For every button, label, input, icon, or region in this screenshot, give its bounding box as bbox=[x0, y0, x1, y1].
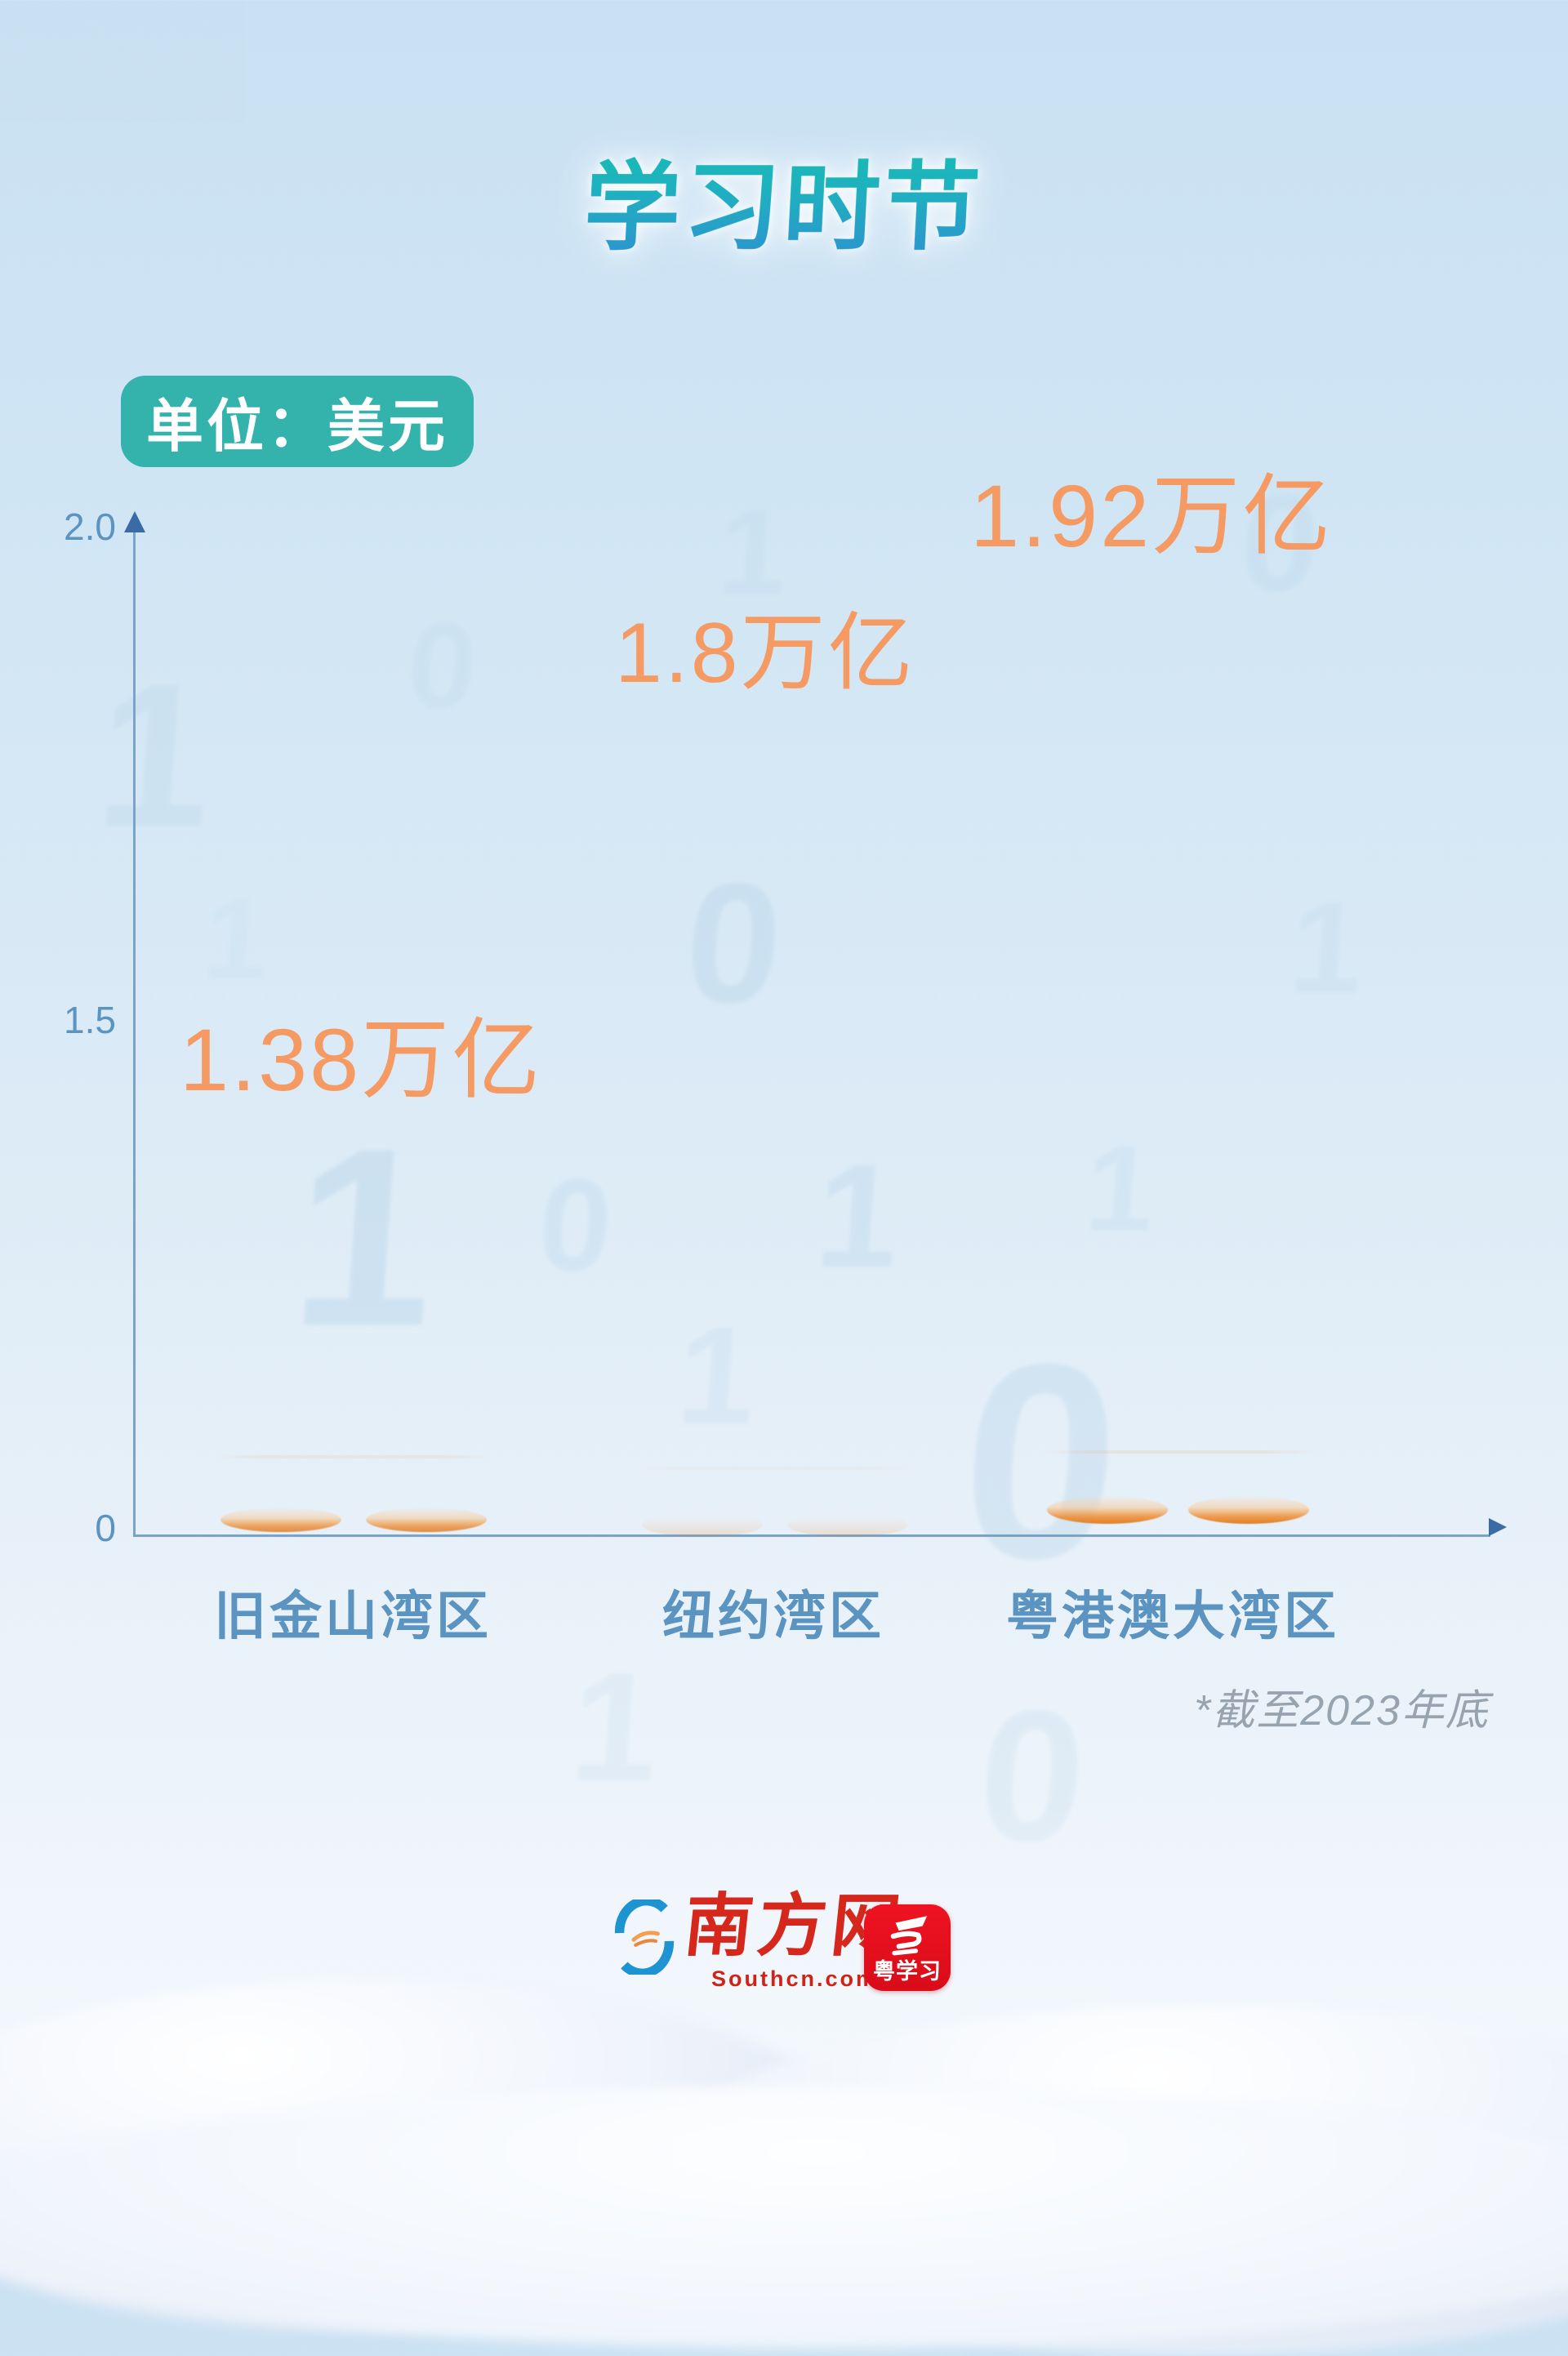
x-axis-arrow-icon bbox=[1489, 1518, 1507, 1536]
bay-area-gdp-chart: 2.0 1.5 0 1.38万亿 1.8万亿 1.92万亿 旧金山湾区 纽约湾区… bbox=[64, 466, 1507, 1646]
southcn-domain: Southcn.com bbox=[711, 1966, 879, 1991]
category-label-sf: 旧金山湾区 bbox=[214, 1587, 492, 1646]
y-axis-line bbox=[133, 529, 136, 1536]
bar-base bbox=[220, 1508, 341, 1532]
yuexuexi-glyph-icon bbox=[890, 1916, 928, 1956]
bar-top-edge bbox=[639, 1467, 911, 1470]
value-label-ny: 1.8万亿 bbox=[615, 606, 915, 701]
unit-badge: 单位：美元 bbox=[121, 376, 474, 467]
footer: 南方网 Southcn.com 粤学习 bbox=[0, 1878, 1568, 2009]
y-axis-arrow-icon bbox=[124, 511, 145, 532]
footnote: *截至2023年底 bbox=[1194, 1687, 1490, 1735]
yuexuexi-app-icon: 粤学习 bbox=[864, 1904, 951, 1991]
bar-base bbox=[642, 1512, 763, 1537]
value-label-sf: 1.38万亿 bbox=[180, 1010, 543, 1109]
bar-base bbox=[1047, 1496, 1168, 1524]
bar-base bbox=[366, 1508, 487, 1532]
value-label-gba: 1.92万亿 bbox=[970, 466, 1334, 565]
southcn-swirl-icon bbox=[614, 1899, 675, 1975]
southcn-logo: 南方网 Southcn.com bbox=[611, 1889, 909, 1992]
bar-base bbox=[1188, 1496, 1309, 1524]
xuexishijie-logo: 学习时节 bbox=[581, 129, 987, 269]
x-axis-line bbox=[133, 1534, 1490, 1537]
bar-top-edge bbox=[217, 1455, 490, 1459]
y-tick-0: 0 bbox=[95, 1507, 116, 1549]
y-tick-2-0: 2.0 bbox=[64, 505, 116, 548]
bar-base bbox=[787, 1512, 908, 1537]
category-label-ny: 纽约湾区 bbox=[662, 1587, 884, 1646]
unit-badge-label: 单位：美元 bbox=[146, 394, 448, 458]
bar-top-edge bbox=[1044, 1450, 1316, 1454]
category-label-gba: 粤港澳大湾区 bbox=[1006, 1587, 1339, 1646]
y-tick-1-5: 1.5 bbox=[64, 999, 116, 1041]
